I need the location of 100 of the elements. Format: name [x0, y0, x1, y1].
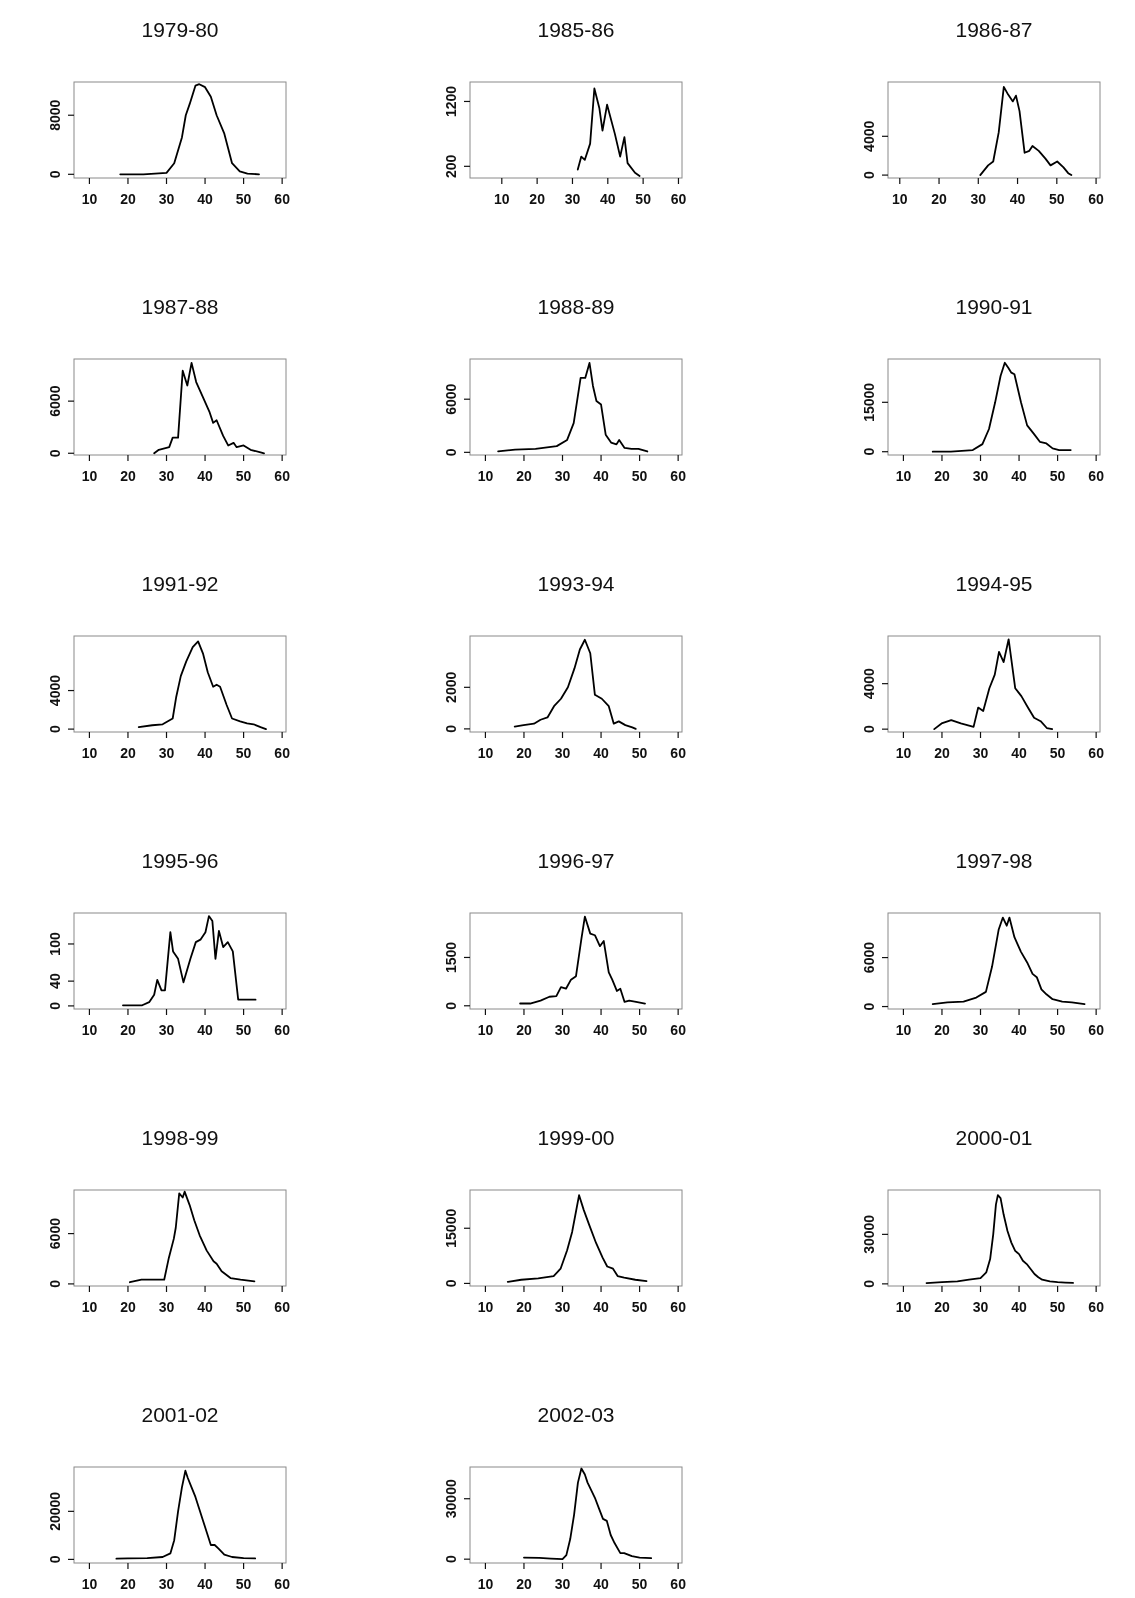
y-tick-label: 0	[861, 725, 877, 734]
x-tick-label: 50	[235, 468, 252, 484]
x-tick-label: 50	[235, 191, 252, 207]
x-tick-label: 30	[158, 468, 175, 484]
x-tick-label: 60	[670, 1022, 687, 1038]
x-tick-label: 30	[564, 191, 581, 207]
line-series	[497, 362, 649, 453]
x-tick-label: 50	[1049, 191, 1065, 207]
x-tick-label: 40	[593, 1022, 610, 1038]
x-tick-label: 30	[158, 745, 175, 761]
x-tick-label: 50	[235, 1299, 252, 1315]
y-tick-label: 4000	[861, 120, 877, 152]
x-tick-label: 40	[197, 468, 214, 484]
x-tick-label: 30	[158, 191, 175, 207]
y-tick-label: 4000	[861, 667, 877, 700]
x-tick-label: 50	[631, 1299, 648, 1315]
chart-title: 1997-98	[955, 849, 1033, 872]
x-tick-label: 10	[895, 745, 912, 761]
y-tick-label: 15000	[861, 382, 877, 422]
line-series	[119, 83, 260, 176]
x-tick-label: 30	[972, 1299, 989, 1315]
y-tick-label: 0	[47, 1279, 63, 1288]
chart-title: 2001-02	[141, 1403, 219, 1426]
x-tick-label: 20	[120, 1576, 136, 1592]
chart-title: 1996-97	[537, 849, 615, 872]
x-tick-label: 50	[631, 745, 648, 761]
y-tick-label: 0	[47, 725, 63, 734]
y-tick-label: 0	[443, 1555, 459, 1564]
x-tick-label: 10	[895, 468, 912, 484]
x-tick-label: 10	[895, 1022, 912, 1038]
x-tick-label: 10	[81, 1299, 98, 1315]
x-tick-label: 40	[593, 1576, 610, 1592]
chart-title: 1988-89	[537, 295, 615, 318]
y-tick-label: 0	[47, 170, 63, 179]
x-tick-label: 50	[1049, 1299, 1066, 1315]
x-tick-label: 10	[895, 1299, 912, 1315]
line-series	[523, 1467, 653, 1561]
x-tick-label: 60	[670, 1299, 687, 1315]
x-tick-label: 30	[970, 191, 987, 207]
x-tick-label: 30	[158, 1576, 175, 1592]
x-tick-label: 30	[554, 1299, 571, 1315]
x-tick-label: 20	[934, 1022, 950, 1038]
line-series	[931, 361, 1072, 453]
chart-title: 1991-92	[141, 572, 219, 595]
y-tick-label: 0	[861, 447, 877, 456]
x-tick-label: 60	[1088, 1022, 1105, 1038]
x-tick-label: 20	[120, 1299, 136, 1315]
x-tick-label: 20	[934, 1299, 950, 1315]
x-tick-label: 10	[81, 468, 98, 484]
y-tick-label: 0	[861, 170, 877, 179]
chart-title: 1987-88	[141, 295, 219, 318]
x-tick-label: 10	[81, 191, 98, 207]
x-tick-label: 40	[1011, 1299, 1028, 1315]
line-series	[931, 916, 1086, 1005]
y-tick-label: 30000	[861, 1214, 877, 1254]
y-tick-label: 40	[47, 973, 63, 989]
x-tick-label: 50	[631, 468, 648, 484]
line-series	[506, 1194, 648, 1283]
y-tick-label: 6000	[47, 1217, 63, 1250]
x-tick-label: 20	[516, 468, 532, 484]
x-tick-label: 40	[600, 191, 616, 207]
y-tick-label: 8000	[47, 99, 63, 131]
x-tick-label: 60	[274, 745, 291, 761]
x-tick-label: 60	[274, 468, 291, 484]
x-tick-label: 30	[554, 468, 571, 484]
line-series	[933, 638, 1054, 731]
chart-title: 1979-80	[141, 18, 219, 41]
x-tick-label: 40	[593, 745, 610, 761]
y-tick-label: 15000	[443, 1208, 459, 1248]
x-tick-label: 20	[516, 745, 532, 761]
line-series	[925, 1194, 1074, 1284]
x-tick-label: 20	[934, 745, 950, 761]
chart-title: 1999-00	[537, 1126, 615, 1149]
line-series	[513, 638, 637, 730]
x-tick-label: 30	[972, 468, 989, 484]
y-tick-label: 0	[443, 1279, 459, 1288]
x-tick-label: 50	[235, 745, 252, 761]
y-tick-label: 6000	[861, 941, 877, 974]
x-tick-label: 10	[891, 191, 908, 207]
x-tick-label: 40	[1011, 468, 1028, 484]
x-tick-label: 40	[197, 1576, 214, 1592]
line-series	[137, 640, 267, 731]
x-tick-label: 60	[670, 745, 687, 761]
line-series	[153, 362, 265, 455]
x-tick-label: 30	[554, 1576, 571, 1592]
y-tick-label: 0	[443, 1001, 459, 1010]
x-tick-label: 10	[81, 1022, 98, 1038]
x-tick-label: 50	[235, 1576, 252, 1592]
x-tick-label: 10	[477, 1576, 494, 1592]
x-tick-label: 60	[670, 468, 687, 484]
x-tick-label: 20	[516, 1299, 532, 1315]
x-tick-label: 50	[631, 1022, 648, 1038]
line-series	[128, 1190, 256, 1284]
x-tick-label: 40	[197, 1022, 214, 1038]
x-tick-label: 40	[593, 1299, 610, 1315]
x-tick-label: 40	[197, 191, 214, 207]
line-series	[115, 1469, 257, 1560]
chart-title: 1995-96	[141, 849, 219, 872]
x-tick-label: 40	[1011, 1022, 1028, 1038]
x-tick-label: 60	[670, 191, 687, 207]
